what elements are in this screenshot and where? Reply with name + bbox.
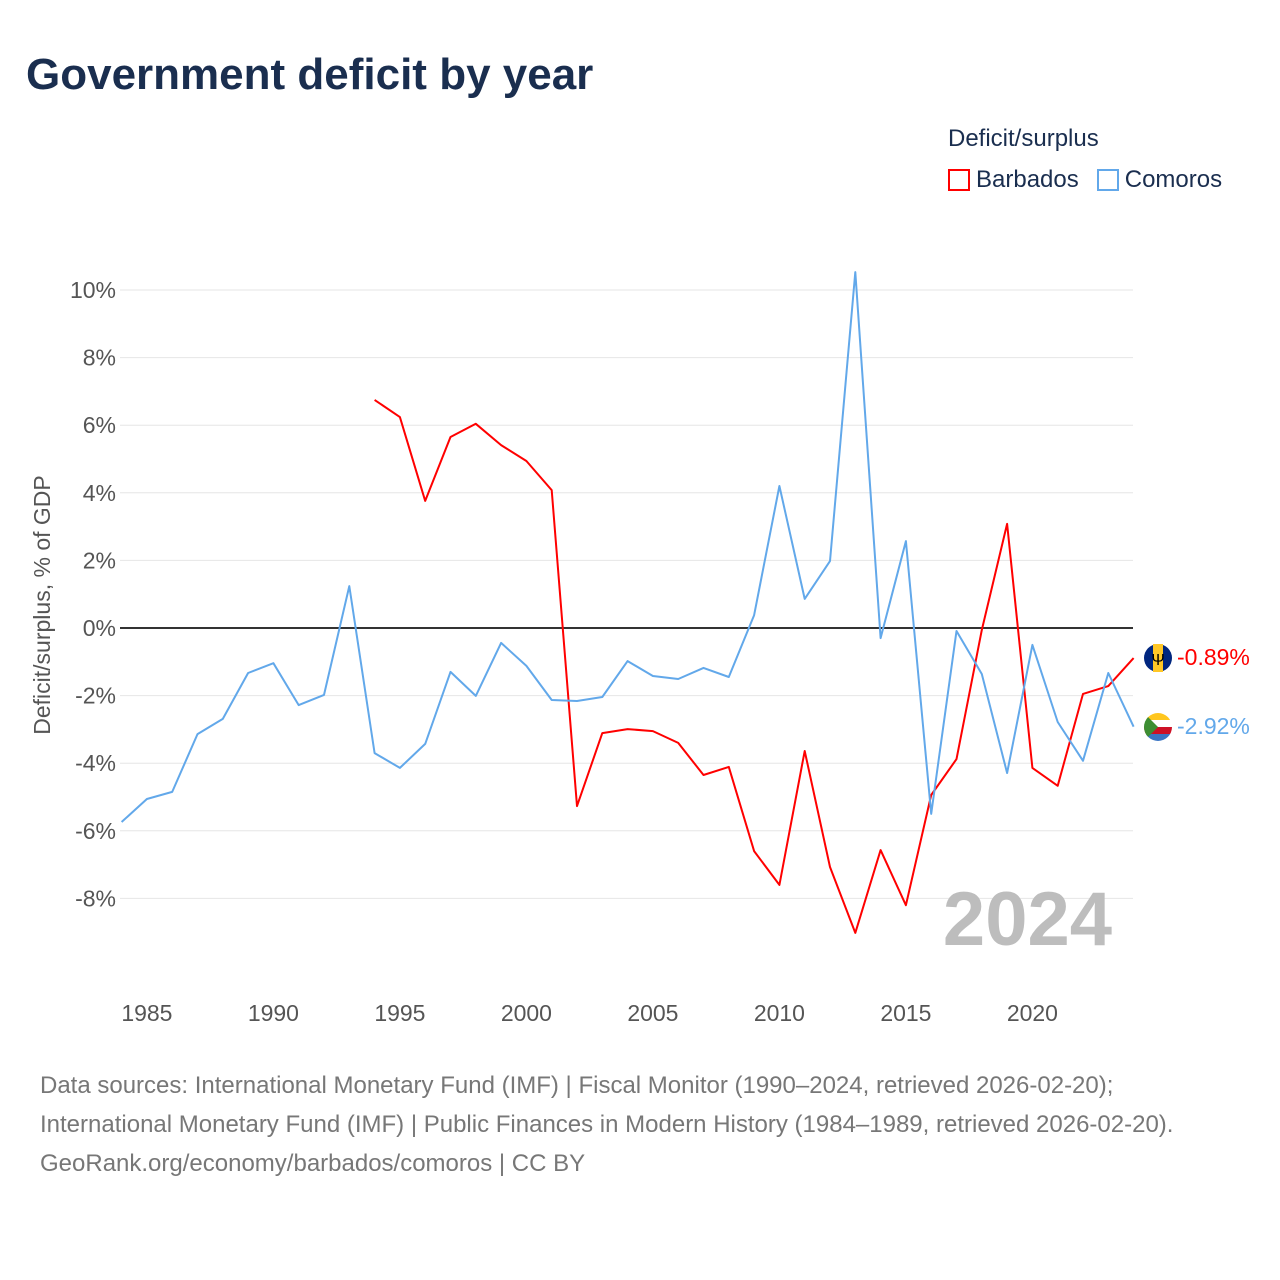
y-tick-label: -6% bbox=[75, 818, 116, 844]
y-tick-label: -4% bbox=[75, 750, 116, 776]
y-tick-label: 0% bbox=[83, 615, 116, 641]
x-tick-label: 2005 bbox=[627, 1000, 678, 1026]
svg-text:Ψ: Ψ bbox=[1151, 652, 1164, 669]
x-tick-label: 2000 bbox=[501, 1000, 552, 1026]
y-tick-label: -8% bbox=[75, 885, 116, 911]
flag-barbados-icon: Ψ bbox=[1144, 644, 1172, 672]
y-tick-label: 4% bbox=[83, 480, 116, 506]
end-label-barbados: -0.89% bbox=[1177, 644, 1250, 670]
series-line-barbados[interactable] bbox=[374, 399, 1135, 934]
page-title: Government deficit by year bbox=[26, 50, 594, 99]
y-tick-label: 2% bbox=[83, 547, 116, 573]
legend-item-comoros[interactable]: Comoros bbox=[1096, 166, 1223, 194]
year-watermark: 2024 bbox=[943, 877, 1112, 962]
y-axis-label: Deficit/surplus, % of GDP bbox=[29, 475, 55, 734]
x-tick-label: 2015 bbox=[880, 1000, 931, 1026]
legend-title: Deficit/surplus bbox=[948, 125, 1099, 152]
flag-comoros-icon bbox=[1144, 713, 1172, 741]
data-sources: Data sources: International Monetary Fun… bbox=[40, 1072, 1174, 1138]
legend-label-comoros: Comoros bbox=[1124, 166, 1223, 193]
source-link[interactable]: GeoRank.org/economy/barbados/comoros | C… bbox=[40, 1150, 586, 1177]
legend-item-barbados[interactable]: Barbados bbox=[948, 166, 1079, 194]
end-label-comoros: -2.92% bbox=[1177, 713, 1250, 739]
x-tick-label: 1995 bbox=[374, 1000, 425, 1026]
footer: Data sources: International Monetary Fun… bbox=[40, 1066, 1240, 1183]
series-line-comoros[interactable] bbox=[120, 271, 1135, 823]
legend-swatch-barbados bbox=[948, 169, 970, 191]
x-tick-label: 1990 bbox=[248, 1000, 299, 1026]
legend-swatch-comoros bbox=[1096, 169, 1119, 191]
legend: Barbados Comoros bbox=[948, 166, 1222, 194]
y-tick-label: 8% bbox=[83, 345, 116, 371]
y-tick-label: 6% bbox=[83, 412, 116, 438]
y-tick-label: -2% bbox=[75, 683, 116, 709]
y-tick-label: 10% bbox=[70, 277, 116, 303]
legend-label-barbados: Barbados bbox=[976, 166, 1079, 193]
x-tick-label: 2010 bbox=[754, 1000, 805, 1026]
x-tick-label: 1985 bbox=[121, 1000, 172, 1026]
line-chart: 10% 8% 6% 4% 2% 0% -2% -4% -6% -8% 1985 1990 1995 200… bbox=[29, 271, 1250, 1026]
x-tick-label: 2020 bbox=[1007, 1000, 1058, 1026]
